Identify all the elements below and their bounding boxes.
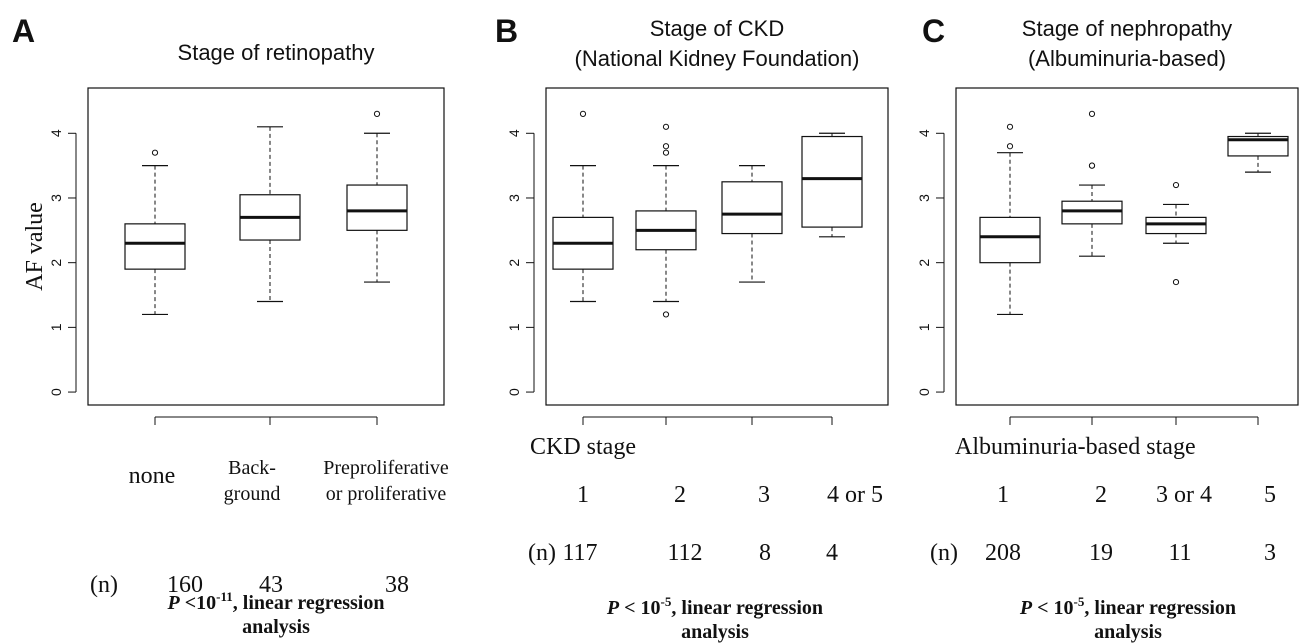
y-tick-label: 1 <box>916 323 932 331</box>
plot-frame <box>545 87 889 406</box>
category-label: 4 or 5 <box>827 482 883 508</box>
y-tick-label: 2 <box>916 259 932 267</box>
y-tick-label: 3 <box>506 194 522 202</box>
box-2 <box>239 126 301 303</box>
outlier-point <box>1172 181 1180 189</box>
panel-c: C Stage of nephropathy (Albuminuria-based)… <box>916 13 1299 643</box>
panel-b: B Stage of CKD (National Kidney Foundation… <box>495 13 889 643</box>
outlier-point <box>1006 123 1014 130</box>
category-label: Back- <box>228 457 276 479</box>
n-prefix: (n) <box>90 572 118 598</box>
panel-letter: B <box>495 13 518 49</box>
box-4 <box>1227 132 1289 173</box>
category-label: 1 <box>577 482 589 508</box>
n-value: 19 <box>1089 540 1113 566</box>
panel-title: (National Kidney Foundation) <box>575 46 860 71</box>
panel-a: A Stage of retinopathy 0 1 2 3 4 AF value none Ba… <box>12 13 449 638</box>
n-value: 11 <box>1168 540 1191 566</box>
y-tick-label: 1 <box>48 323 64 331</box>
iqr-box <box>1061 200 1123 225</box>
n-value: 38 <box>385 572 409 598</box>
box-3 <box>346 110 408 283</box>
outlier-point <box>373 110 381 117</box>
outlier-point <box>662 143 670 150</box>
n-value: 3 <box>1264 540 1276 566</box>
outlier-point <box>662 311 670 318</box>
p-value-annotation: P < 10-5, linear regression <box>606 594 823 619</box>
panel-letter: A <box>12 13 35 49</box>
y-tick-label: 3 <box>916 194 932 202</box>
outlier-point <box>151 149 159 156</box>
n-value: 117 <box>562 540 597 566</box>
iqr-box <box>124 223 186 270</box>
outlier-point <box>1088 110 1096 117</box>
y-tick-label: 1 <box>506 323 522 331</box>
y-tick-label: 2 <box>506 259 522 267</box>
iqr-box <box>1227 135 1289 157</box>
iqr-box <box>1145 216 1207 235</box>
p-value-annotation-line2: analysis <box>242 616 310 638</box>
iqr-box <box>801 135 863 228</box>
box-1 <box>979 123 1041 316</box>
category-label: 3 or 4 <box>1156 482 1212 508</box>
p-value-annotation: P <10-11, linear regression <box>167 589 385 614</box>
category-label: 3 <box>758 482 770 508</box>
y-tick-label: 4 <box>916 129 932 137</box>
n-value: 43 <box>259 572 283 598</box>
category-label: none <box>129 463 176 489</box>
category-label: 2 <box>674 482 686 508</box>
outlier-point <box>1088 162 1096 169</box>
panel-title: Stage of retinopathy <box>178 40 375 65</box>
box-3 <box>1145 181 1207 286</box>
y-axis-label: AF value <box>22 202 48 291</box>
box-1 <box>124 149 186 316</box>
stage-label: CKD stage <box>530 434 636 460</box>
box-2 <box>635 123 697 318</box>
category-label: 5 <box>1264 482 1276 508</box>
y-tick-label: 0 <box>48 388 64 396</box>
plot-frame <box>87 87 445 406</box>
outlier-point <box>1172 278 1180 286</box>
n-value: 8 <box>759 540 771 566</box>
y-tick-label: 3 <box>48 194 64 202</box>
box-1 <box>552 110 614 303</box>
category-label: Preproliferative <box>323 457 449 479</box>
n-prefix: (n) <box>930 540 958 566</box>
n-value: 160 <box>167 572 203 598</box>
category-label: or proliferative <box>326 483 447 505</box>
panel-letter: C <box>922 13 945 49</box>
p-value-annotation-line2: analysis <box>681 621 749 643</box>
y-tick-label: 4 <box>48 129 64 137</box>
y-tick-label: 0 <box>506 388 522 396</box>
iqr-box <box>721 181 783 235</box>
panel-title: Stage of nephropathy <box>1022 16 1232 41</box>
box-4 <box>801 132 863 238</box>
p-value-annotation: P < 10-5, linear regression <box>1019 594 1236 619</box>
outlier-point <box>579 110 587 117</box>
y-tick-label: 4 <box>506 129 522 137</box>
panel-title: Stage of CKD <box>650 16 785 41</box>
y-tick-label: 2 <box>48 259 64 267</box>
panel-title: (Albuminuria-based) <box>1028 46 1226 71</box>
outlier-point <box>662 123 670 130</box>
n-value: 4 <box>826 540 838 566</box>
outlier-point <box>1006 143 1014 150</box>
n-prefix: (n) <box>528 540 556 566</box>
n-value: 208 <box>985 540 1021 566</box>
y-tick-label: 0 <box>916 388 932 396</box>
n-value: 112 <box>667 540 702 566</box>
stage-label: Albuminuria-based stage <box>955 434 1196 460</box>
box-3 <box>721 165 783 283</box>
iqr-box <box>979 216 1041 264</box>
plot-frame <box>955 87 1299 406</box>
category-label: ground <box>224 483 281 505</box>
box-2 <box>1061 110 1123 257</box>
p-value-annotation-line2: analysis <box>1094 621 1162 643</box>
iqr-box <box>346 184 408 231</box>
category-label: 2 <box>1095 482 1107 508</box>
outlier-point <box>662 149 670 156</box>
category-label: 1 <box>997 482 1009 508</box>
